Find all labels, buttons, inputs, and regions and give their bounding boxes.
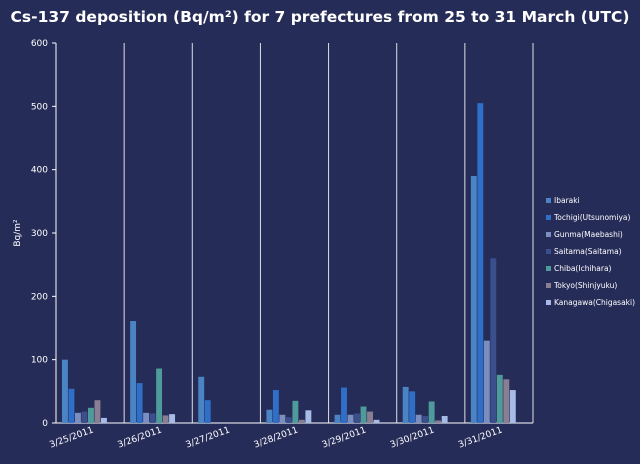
x-tick-label: 3/26/2011 — [116, 425, 163, 450]
legend-label: Kanagawa(Chigasaki) — [554, 298, 635, 307]
bar — [101, 417, 107, 423]
bar — [477, 103, 484, 424]
bar — [204, 400, 211, 423]
bar — [367, 411, 373, 423]
x-tick-label: 3/25/2011 — [48, 425, 95, 450]
x-tick-label: 3/29/2011 — [321, 425, 368, 450]
x-tick-label: 3/30/2011 — [389, 425, 436, 450]
legend-swatch — [546, 232, 551, 237]
y-tick-label: 200 — [31, 292, 48, 302]
bar — [169, 414, 176, 423]
bar — [266, 409, 273, 423]
bar — [360, 406, 367, 423]
x-tick-label: 3/31/2011 — [457, 425, 504, 450]
bar — [496, 374, 503, 423]
bar — [136, 383, 143, 423]
legend-label: Saitama(Saitama) — [554, 247, 622, 256]
y-tick-label: 500 — [31, 102, 48, 112]
bar — [503, 379, 510, 423]
legend-label: Tokyo(Shinjyuku) — [553, 281, 617, 290]
legend-swatch — [546, 215, 551, 220]
legend-label: Ibaraki — [554, 196, 580, 205]
bar — [94, 400, 101, 423]
legend-swatch — [546, 266, 551, 271]
bar — [428, 401, 435, 423]
y-axis-label: Bq/m² — [13, 219, 23, 247]
legend-label: Gunma(Maebashi) — [554, 230, 623, 239]
legend-swatch — [546, 198, 551, 203]
y-tick-label: 400 — [31, 166, 48, 176]
legend-label: Tochigi(Utsunomiya) — [553, 213, 630, 222]
bar — [279, 414, 286, 423]
y-tick-label: 300 — [31, 229, 48, 239]
bar — [341, 387, 347, 423]
bar — [402, 386, 409, 423]
bar — [285, 417, 292, 423]
bar — [409, 391, 416, 423]
y-tick-label: 600 — [31, 39, 48, 49]
bar — [162, 415, 169, 423]
bar — [149, 413, 156, 423]
bar — [62, 359, 68, 423]
bar — [490, 258, 497, 423]
bar — [198, 376, 205, 423]
bar — [422, 416, 429, 423]
bar — [298, 419, 305, 423]
legend-label: Chiba(Ichihara) — [554, 264, 612, 273]
bar — [334, 414, 341, 423]
x-tick-label: 3/28/2011 — [253, 425, 300, 450]
x-tick-label: 3/27/2011 — [185, 425, 232, 450]
bar — [272, 390, 279, 423]
bar — [483, 340, 490, 423]
bar — [470, 176, 477, 423]
bar — [415, 414, 422, 423]
bar — [305, 410, 312, 423]
y-tick-label: 100 — [31, 356, 48, 366]
bar — [81, 411, 88, 423]
bar — [292, 400, 299, 423]
bar — [130, 321, 137, 423]
bar — [88, 407, 94, 423]
bar — [435, 420, 442, 423]
bar — [509, 390, 516, 423]
bar — [354, 413, 360, 423]
chart-title: Cs-137 deposition (Bq/m²) for 7 prefectu… — [10, 8, 630, 26]
bar — [143, 412, 150, 423]
bar — [347, 414, 354, 423]
bar — [75, 412, 81, 423]
bar — [373, 419, 380, 423]
bar — [68, 388, 75, 423]
legend-swatch — [546, 283, 551, 288]
legend-swatch — [546, 300, 551, 305]
legend-swatch — [546, 249, 551, 254]
y-tick-label: 0 — [42, 419, 48, 429]
bar — [441, 416, 448, 423]
bar — [156, 368, 163, 423]
